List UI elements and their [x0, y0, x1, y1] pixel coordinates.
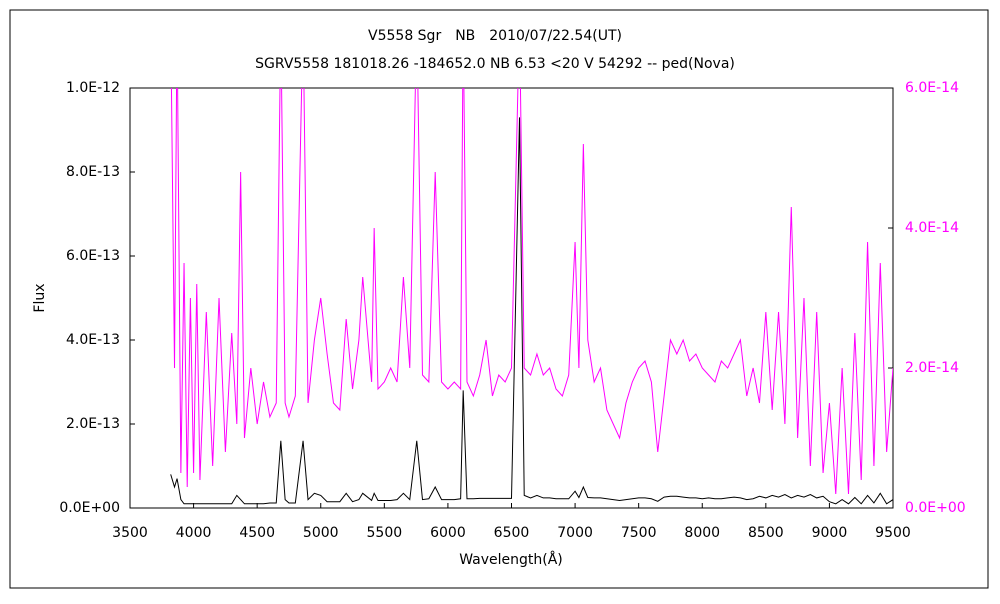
x-tick-label: 3500 [112, 525, 148, 541]
x-tick-label: 8500 [748, 525, 784, 541]
y2-tick-label: 6.0E-14 [905, 80, 959, 96]
y2-tick-label: 4.0E-14 [905, 220, 959, 236]
chart-title: V5558 Sgr NB 2010/07/22.54(UT) [368, 28, 622, 44]
x-axis-label: Wavelength(Å) [459, 551, 563, 568]
y-tick-label: 6.0E-13 [66, 248, 120, 264]
y2-tick-label: 2.0E-14 [905, 360, 959, 376]
spectrum-line [170, 88, 893, 495]
x-tick-label: 5500 [367, 525, 403, 541]
y-tick-label: 2.0E-13 [66, 416, 120, 432]
y2-tick-label: 0.0E+00 [905, 500, 966, 516]
x-tick-label: 6500 [494, 525, 530, 541]
x-tick-label: 4500 [239, 525, 275, 541]
x-tick-label: 9500 [875, 525, 911, 541]
x-tick-label: 4000 [176, 525, 212, 541]
y-tick-label: 4.0E-13 [66, 332, 120, 348]
x-tick-label: 7500 [621, 525, 657, 541]
x-tick-label: 7000 [557, 525, 593, 541]
chart-frame [9, 9, 989, 589]
x-tick-label: 9000 [812, 525, 848, 541]
x-tick-label: 8000 [684, 525, 720, 541]
y-axis-label: Flux [32, 283, 48, 312]
x-tick-label: 5000 [303, 525, 339, 541]
chart-subtitle: SGRV5558 181018.26 -184652.0 NB 6.53 <20… [255, 56, 735, 72]
y-tick-label: 1.0E-12 [66, 80, 120, 96]
spectrum-line [170, 117, 893, 505]
x-tick-label: 6000 [430, 525, 466, 541]
y-tick-label: 8.0E-13 [66, 164, 120, 180]
y-tick-label: 0.0E+00 [59, 500, 120, 516]
